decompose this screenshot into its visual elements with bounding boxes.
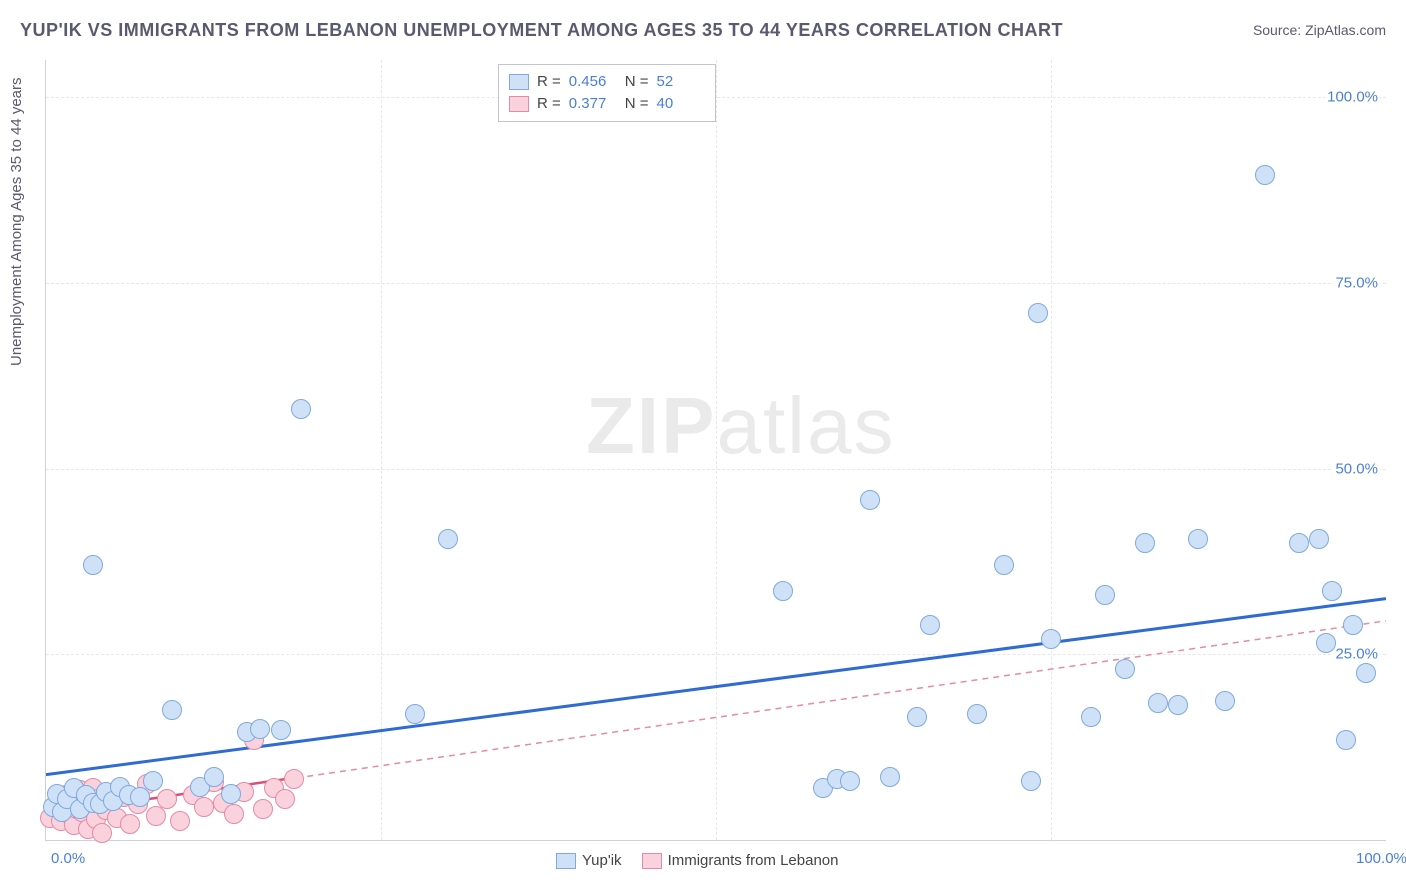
- data-point: [1215, 691, 1235, 711]
- x-tick-label: 0.0%: [51, 850, 85, 867]
- data-point: [1095, 585, 1115, 605]
- legend-swatch: [556, 853, 576, 869]
- n-label: N =: [625, 71, 649, 93]
- data-point: [146, 806, 166, 826]
- chart-container: YUP'IK VS IMMIGRANTS FROM LEBANON UNEMPL…: [0, 0, 1406, 892]
- data-point: [1168, 695, 1188, 715]
- data-point: [1028, 303, 1048, 323]
- legend-series-item: Yup'ik: [556, 852, 622, 869]
- r-label: R =: [537, 93, 561, 115]
- data-point: [275, 789, 295, 809]
- source-attribution: Source: ZipAtlas.com: [1253, 22, 1386, 38]
- y-tick-label: 75.0%: [1333, 274, 1380, 291]
- data-point: [83, 555, 103, 575]
- data-point: [860, 490, 880, 510]
- r-value: 0.456: [569, 71, 617, 93]
- data-point: [840, 771, 860, 791]
- data-point: [204, 767, 224, 787]
- data-point: [1021, 771, 1041, 791]
- n-value: 52: [657, 71, 705, 93]
- data-point: [1115, 659, 1135, 679]
- legend-swatch: [642, 853, 662, 869]
- data-point: [250, 719, 270, 739]
- data-point: [438, 529, 458, 549]
- x-tick-label: 100.0%: [1356, 850, 1406, 867]
- y-tick-label: 25.0%: [1333, 646, 1380, 663]
- data-point: [224, 804, 244, 824]
- data-point: [405, 704, 425, 724]
- data-point: [120, 814, 140, 834]
- legend-swatch: [509, 96, 529, 112]
- y-axis-title: Unemployment Among Ages 35 to 44 years: [8, 77, 25, 366]
- data-point: [170, 811, 190, 831]
- data-point: [1041, 629, 1061, 649]
- legend-correlation-box: R = 0.456 N = 52 R = 0.377 N = 40: [498, 64, 716, 122]
- legend-swatch: [509, 74, 529, 90]
- data-point: [1343, 615, 1363, 635]
- source-name: ZipAtlas.com: [1305, 22, 1386, 38]
- data-point: [1322, 581, 1342, 601]
- y-tick-label: 50.0%: [1333, 460, 1380, 477]
- data-point: [1309, 529, 1329, 549]
- legend-correlation-row: R = 0.377 N = 40: [509, 93, 705, 115]
- data-point: [284, 769, 304, 789]
- data-point: [194, 797, 214, 817]
- data-point: [92, 823, 112, 843]
- n-value: 40: [657, 93, 705, 115]
- data-point: [162, 700, 182, 720]
- data-point: [1081, 707, 1101, 727]
- data-point: [967, 704, 987, 724]
- data-point: [1188, 529, 1208, 549]
- gridline-x: [716, 60, 717, 840]
- data-point: [143, 771, 163, 791]
- data-point: [773, 581, 793, 601]
- legend-series-label: Yup'ik: [582, 852, 622, 869]
- chart-title: YUP'IK VS IMMIGRANTS FROM LEBANON UNEMPL…: [20, 20, 1063, 41]
- watermark: ZIPatlas: [586, 380, 895, 472]
- data-point: [1356, 663, 1376, 683]
- data-point: [1289, 533, 1309, 553]
- data-point: [1135, 533, 1155, 553]
- data-point: [221, 784, 241, 804]
- n-label: N =: [625, 93, 649, 115]
- data-point: [907, 707, 927, 727]
- legend-series-label: Immigrants from Lebanon: [668, 852, 839, 869]
- r-label: R =: [537, 71, 561, 93]
- source-prefix: Source:: [1253, 22, 1305, 38]
- data-point: [291, 399, 311, 419]
- legend-series-item: Immigrants from Lebanon: [642, 852, 839, 869]
- data-point: [1148, 693, 1168, 713]
- legend-correlation-row: R = 0.456 N = 52: [509, 71, 705, 93]
- plot-area: 25.0%50.0%75.0%100.0%0.0%100.0%ZIPatlasR…: [45, 60, 1386, 841]
- data-point: [130, 787, 150, 807]
- r-value: 0.377: [569, 93, 617, 115]
- data-point: [880, 767, 900, 787]
- gridline-x: [1051, 60, 1052, 840]
- data-point: [157, 789, 177, 809]
- data-point: [271, 720, 291, 740]
- data-point: [1336, 730, 1356, 750]
- y-tick-label: 100.0%: [1325, 89, 1380, 106]
- data-point: [253, 799, 273, 819]
- data-point: [1316, 633, 1336, 653]
- legend-series: Yup'ik Immigrants from Lebanon: [556, 852, 838, 869]
- gridline-x: [381, 60, 382, 840]
- data-point: [920, 615, 940, 635]
- data-point: [994, 555, 1014, 575]
- data-point: [1255, 165, 1275, 185]
